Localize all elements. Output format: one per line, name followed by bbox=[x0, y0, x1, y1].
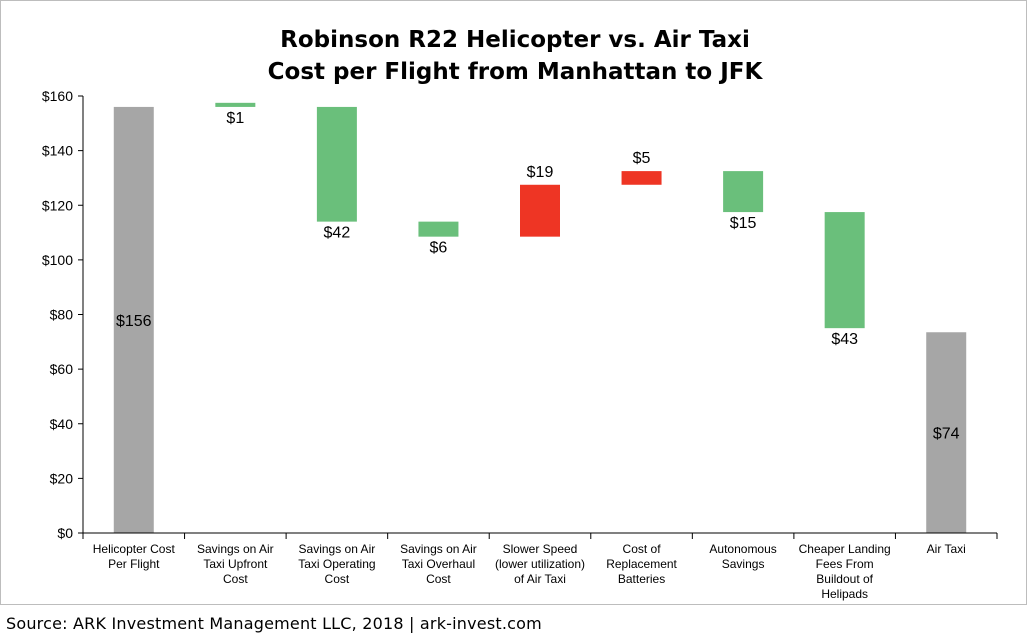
x-category-label: Cost bbox=[223, 572, 248, 586]
x-category-label: Helicopter Cost bbox=[93, 542, 176, 556]
y-tick-label: $60 bbox=[50, 361, 74, 377]
chart-title: Robinson R22 Helicopter vs. Air Taxi Cos… bbox=[0, 24, 1030, 88]
data-label: $19 bbox=[527, 164, 554, 181]
x-category-label: Savings on Air bbox=[197, 542, 274, 556]
y-tick-label: $160 bbox=[42, 88, 73, 104]
x-category-label: Batteries bbox=[618, 572, 665, 586]
chart-title-line-2: Cost per Flight from Manhattan to JFK bbox=[267, 59, 763, 85]
data-label: $43 bbox=[831, 331, 858, 348]
x-category-label: Savings on Air bbox=[299, 542, 376, 556]
x-category-label: Helipads bbox=[821, 587, 868, 601]
x-category-label: Cost bbox=[426, 572, 451, 586]
y-tick-label: $120 bbox=[42, 197, 73, 213]
x-category-label: (lower utilization) bbox=[495, 557, 585, 571]
x-category-label: Replacement bbox=[606, 557, 677, 571]
y-tick-label: $80 bbox=[50, 307, 74, 323]
x-category-label: Per Flight bbox=[108, 557, 160, 571]
y-tick-label: $100 bbox=[42, 252, 73, 268]
data-label: $1 bbox=[226, 110, 244, 127]
x-category-label: of Air Taxi bbox=[514, 572, 566, 586]
y-tick-label: $140 bbox=[42, 143, 73, 159]
x-category-label: Buildout of bbox=[816, 572, 873, 586]
x-category-label: Cost bbox=[325, 572, 350, 586]
y-tick-label: $0 bbox=[57, 525, 73, 541]
bar-total bbox=[113, 106, 154, 534]
bar-increase bbox=[621, 171, 662, 185]
x-category-label: Slower Speed bbox=[503, 542, 578, 556]
x-category-label: Autonomous bbox=[709, 542, 776, 556]
data-label: $6 bbox=[430, 240, 448, 257]
data-label: $42 bbox=[324, 225, 351, 242]
x-category-label: Cheaper Landing bbox=[799, 542, 891, 556]
data-label: $15 bbox=[730, 215, 757, 232]
x-category-label: Savings bbox=[722, 557, 765, 571]
x-category-label: Taxi Overhaul bbox=[402, 557, 475, 571]
x-category-label: Air Taxi bbox=[927, 542, 966, 556]
y-tick-label: $40 bbox=[50, 416, 74, 432]
x-category-label: Taxi Operating bbox=[298, 557, 375, 571]
x-category-label: Cost of bbox=[623, 542, 662, 556]
data-label: $156 bbox=[116, 313, 152, 330]
y-tick-label: $20 bbox=[50, 470, 74, 486]
bar-decrease bbox=[316, 106, 357, 222]
x-category-label: Fees From bbox=[816, 557, 874, 571]
data-label: $74 bbox=[933, 426, 960, 443]
bar-decrease bbox=[824, 212, 865, 329]
x-category-label: Taxi Upfront bbox=[203, 557, 268, 571]
bar-decrease bbox=[215, 102, 256, 107]
bar-decrease bbox=[418, 221, 459, 237]
bar-total bbox=[926, 332, 967, 533]
chart-title-line-1: Robinson R22 Helicopter vs. Air Taxi bbox=[280, 27, 750, 53]
source-note: Source: ARK Investment Management LLC, 2… bbox=[6, 614, 542, 633]
bar-increase bbox=[520, 184, 560, 237]
waterfall-chart: $0 $20 $40 $60 $80 $100 $120 $140 $160 $156 Helico… bbox=[42, 88, 998, 601]
bar-decrease bbox=[723, 171, 764, 213]
x-category-label: Savings on Air bbox=[400, 542, 477, 556]
data-label: $5 bbox=[633, 150, 651, 167]
